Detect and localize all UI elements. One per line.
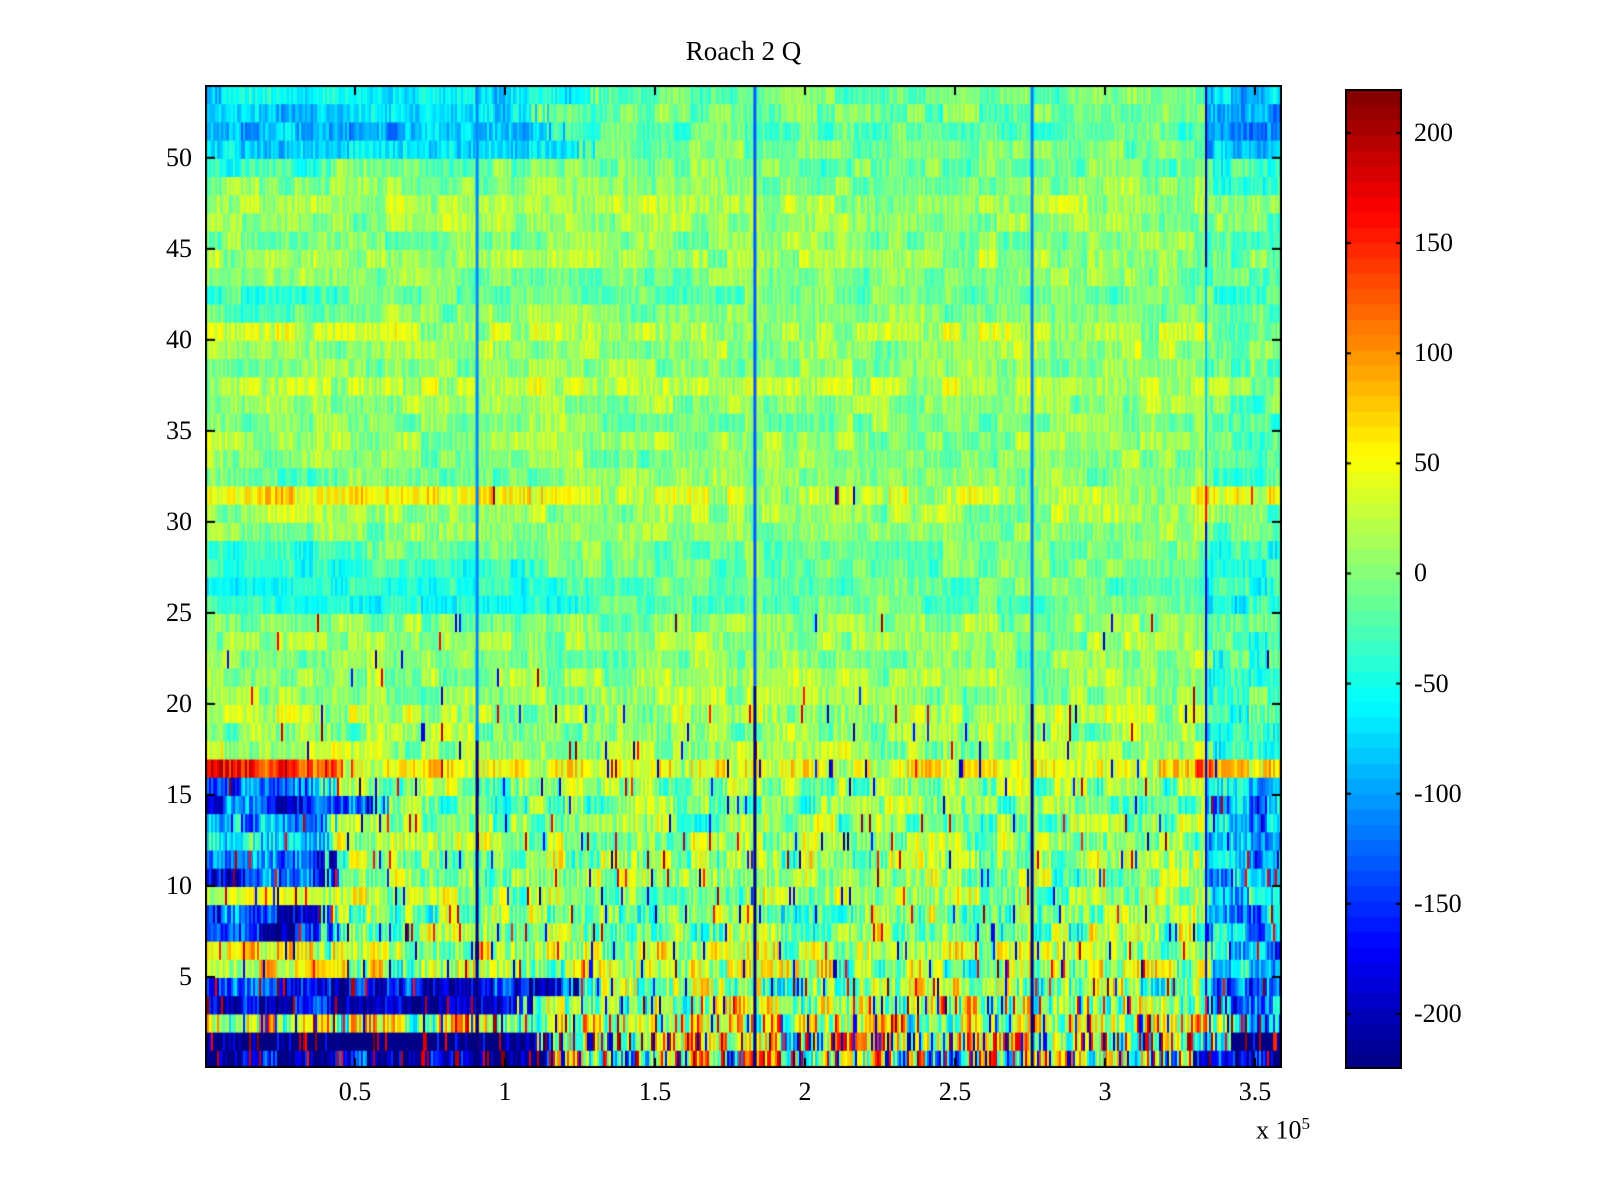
y-tick-label: 45 xyxy=(166,233,192,263)
colorbar-tick-label: -100 xyxy=(1414,778,1462,808)
y-tick-label: 25 xyxy=(166,597,192,627)
colorbar-tick-label: 150 xyxy=(1414,228,1453,258)
colorbar-tick-label: 100 xyxy=(1414,338,1453,368)
x-tick-label: 3.5 xyxy=(1238,1077,1272,1106)
x-tick-label: 2.5 xyxy=(938,1077,972,1106)
x-tick-label: 1 xyxy=(498,1077,512,1106)
colorbar-tick-label: 50 xyxy=(1414,448,1440,478)
x-scale-mantissa: x 10 xyxy=(1256,1115,1302,1145)
plot-title: Roach 2 Q xyxy=(685,36,802,66)
colorbar-tick-label: -200 xyxy=(1414,998,1462,1028)
colorbar-tick-label: -150 xyxy=(1414,888,1462,918)
x-axis-scale-label: x 105 xyxy=(1256,1114,1310,1146)
y-tick-label: 30 xyxy=(166,506,192,536)
y-tick-label: 5 xyxy=(179,961,192,991)
y-tick-label: 20 xyxy=(166,688,192,718)
colorbar-tick-label: 200 xyxy=(1414,118,1453,148)
x-tick-label: 1.5 xyxy=(638,1077,672,1106)
colorbar-tick-label: -50 xyxy=(1414,668,1449,698)
heatmap-canvas xyxy=(205,85,1282,1068)
y-tick-label: 50 xyxy=(166,142,192,172)
y-tick-label: 40 xyxy=(166,324,192,354)
y-tick-label: 35 xyxy=(166,415,192,445)
x-tick-label: 3 xyxy=(1098,1077,1112,1106)
colorbar-tick-label: 0 xyxy=(1414,558,1427,588)
y-tick-label: 10 xyxy=(166,870,192,900)
x-tick-label: 2 xyxy=(798,1077,812,1106)
x-tick-label: 0.5 xyxy=(338,1077,372,1106)
x-scale-exponent: 5 xyxy=(1301,1114,1311,1133)
colorbar-canvas xyxy=(1345,89,1402,1069)
y-tick-label: 15 xyxy=(166,779,192,809)
